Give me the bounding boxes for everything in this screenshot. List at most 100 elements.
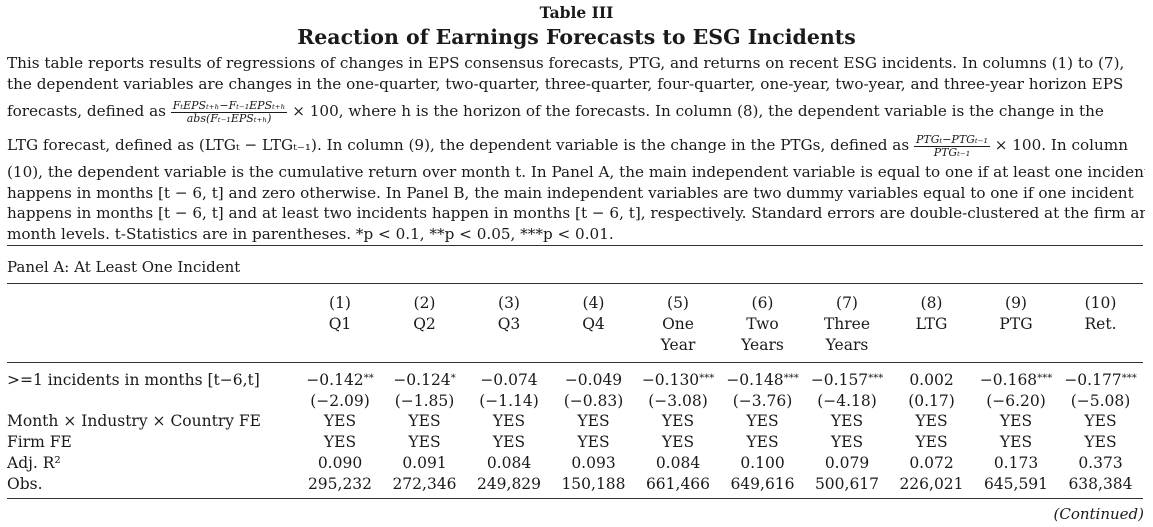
table-cell-r1-c5: −0.130*** — [636, 370, 720, 391]
cell-value: YES — [577, 433, 610, 451]
table-cell-r1-c4: −0.049 — [552, 370, 636, 391]
eps-change-formula: FₜEPSₜ₊ₕ−Fₜ₋₁EPSₜ₊ₕ abs(Fₜ₋₁EPSₜ₊ₕ) — [170, 98, 288, 125]
cell-value: (−3.08) — [648, 392, 708, 410]
cell-value: YES — [323, 412, 357, 430]
table-title: Reaction of Earnings Forecasts to ESG In… — [297, 25, 856, 49]
column-header-6-l1: Two — [746, 315, 779, 333]
caption-line-1: This table reports results of regression… — [7, 54, 1125, 72]
table-cell-r4-c7: YES — [805, 432, 889, 453]
column-header-4-num: (4) — [582, 294, 605, 312]
cell-value: 0.091 — [402, 454, 447, 472]
table-number: Table III — [539, 3, 614, 22]
cell-value: 0.173 — [993, 454, 1039, 472]
column-header-5-l1: One — [662, 315, 694, 333]
cell-value: 0.072 — [909, 454, 954, 472]
table-cell-r2-c8: (0.17) — [890, 391, 974, 412]
cell-value: 0.090 — [317, 454, 363, 472]
cell-value: (−6.20) — [986, 392, 1046, 410]
cell-value: −0.177 — [1064, 371, 1122, 389]
column-header-10-l1: Ret. — [1084, 315, 1117, 333]
significance-stars: *** — [1037, 373, 1053, 384]
cell-value: (0.17) — [908, 392, 955, 410]
cell-value: 0.002 — [909, 371, 954, 389]
table-cell-r6-c3: 249,829 — [467, 474, 551, 495]
caption-line-6: happens in months [t − 6, t] and zero ot… — [7, 183, 1134, 202]
significance-stars: * — [450, 373, 456, 384]
cell-value: YES — [915, 433, 948, 451]
table-cell-r3-c4: YES — [552, 411, 636, 432]
cell-value: YES — [492, 412, 526, 430]
table-cell-r3-c9: YES — [974, 411, 1058, 432]
cell-value: YES — [830, 433, 864, 451]
caption-line-3-pre: forecasts, defined as — [7, 102, 166, 121]
column-header-2-l1: Q2 — [413, 315, 436, 333]
table-cell-r6-c10: 638,384 — [1059, 474, 1143, 495]
cell-value: YES — [1084, 412, 1117, 430]
column-header-7-l2: Years — [825, 336, 869, 354]
eps-formula-numerator: FₜEPSₜ₊ₕ−Fₜ₋₁EPSₜ₊ₕ — [170, 98, 288, 113]
cell-value: YES — [915, 412, 948, 430]
cell-value: (−1.85) — [394, 392, 455, 410]
table-cell-r4-c2: YES — [383, 432, 467, 453]
cell-value: YES — [746, 412, 779, 430]
significance-stars: *** — [699, 373, 715, 384]
cell-value: −0.074 — [480, 371, 538, 389]
cell-value: 295,232 — [307, 475, 373, 493]
table-cell-r5-c6: 0.100 — [721, 453, 805, 474]
table-cell-r6-c6: 649,616 — [721, 474, 805, 495]
column-header-3-num: (3) — [498, 294, 520, 312]
cell-value: 0.100 — [740, 454, 785, 472]
cell-value: −0.142 — [306, 371, 364, 389]
table-cell-r4-c3: YES — [467, 432, 551, 453]
table-cell-r6-c9: 645,591 — [974, 474, 1058, 495]
column-header-8-num: (8) — [920, 294, 943, 312]
cell-value: −0.148 — [726, 371, 784, 389]
cell-value: −0.168 — [979, 371, 1038, 389]
table-caption: This table reports results of regression… — [7, 53, 1145, 245]
table-cell-r1-c2: −0.124* — [383, 370, 467, 391]
table-cell-r6-c1: 295,232 — [298, 474, 382, 495]
row-label-5: Adj. R² — [7, 454, 61, 472]
ptg-formula-denominator: PTGₜ₋₁ — [933, 145, 971, 159]
cell-value: 272,346 — [392, 475, 457, 493]
table-cell-r3-c3: YES — [467, 411, 551, 432]
continued-note: (Continued) — [1053, 505, 1145, 523]
cell-value: 150,188 — [561, 475, 626, 493]
cell-value: YES — [492, 433, 526, 451]
table-cell-r1-c7: −0.157*** — [805, 370, 889, 391]
table-cell-r5-c9: 0.173 — [974, 453, 1058, 474]
cell-value: YES — [661, 433, 695, 451]
column-header-6-l2: Years — [741, 336, 784, 354]
caption-line-7: happens in months [t − 6, t] and at leas… — [7, 204, 1145, 223]
table-cell-r4-c6: YES — [721, 432, 805, 453]
cell-value: YES — [323, 433, 357, 451]
table-cell-r2-c9: (−6.20) — [974, 391, 1058, 412]
column-header-3-l1: Q3 — [497, 315, 521, 333]
table-top-rule — [7, 245, 1143, 246]
table-cell-r4-c8: YES — [890, 432, 974, 453]
cell-value: YES — [999, 433, 1033, 451]
table-cell-r6-c8: 226,021 — [890, 474, 974, 495]
cell-value: 0.093 — [571, 454, 616, 472]
header-bottom-rule — [7, 362, 1143, 363]
significance-stars: *** — [1121, 373, 1137, 384]
table-cell-r4-c10: YES — [1059, 432, 1143, 453]
table-cell-r4-c4: YES — [552, 432, 636, 453]
table-cell-r2-c1: (−2.09) — [298, 391, 382, 412]
column-header-5-l2: Year — [660, 336, 696, 354]
cell-value: YES — [830, 412, 864, 430]
table-cell-r1-c8: 0.002 — [890, 370, 974, 391]
caption-line-4: LTG forecast, defined as (LTGₜ − LTGₜ₋₁)… — [7, 128, 1145, 162]
table-cell-r2-c6: (−3.76) — [721, 391, 805, 412]
table-cell-r1-c3: −0.074 — [467, 370, 551, 391]
table-cell-r6-c7: 500,617 — [805, 474, 889, 495]
cell-value: 500,617 — [814, 475, 880, 493]
cell-value: (−1.14) — [479, 392, 539, 410]
cell-value: (−3.76) — [732, 392, 793, 410]
significance-stars: *** — [868, 373, 884, 384]
panel-rule — [7, 283, 1143, 284]
cell-value: 226,021 — [899, 475, 964, 493]
table-cell-r4-c9: YES — [974, 432, 1058, 453]
caption-line-4-pre: LTG forecast, defined as (LTGₜ − LTGₜ₋₁)… — [7, 136, 910, 155]
cell-value: (−5.08) — [1070, 392, 1131, 410]
